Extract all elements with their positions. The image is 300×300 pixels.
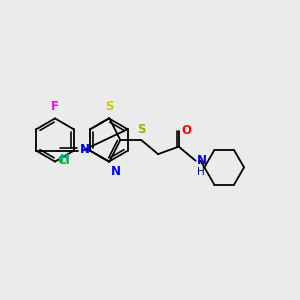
Text: S: S: [105, 100, 114, 113]
Text: F: F: [51, 100, 59, 113]
Text: N: N: [196, 154, 207, 167]
Text: N: N: [80, 143, 90, 156]
Text: S: S: [137, 123, 146, 136]
Text: N: N: [111, 165, 121, 178]
Text: O: O: [182, 124, 192, 137]
Text: H: H: [196, 167, 204, 177]
Text: Cl: Cl: [57, 154, 70, 167]
Text: H: H: [60, 154, 70, 164]
